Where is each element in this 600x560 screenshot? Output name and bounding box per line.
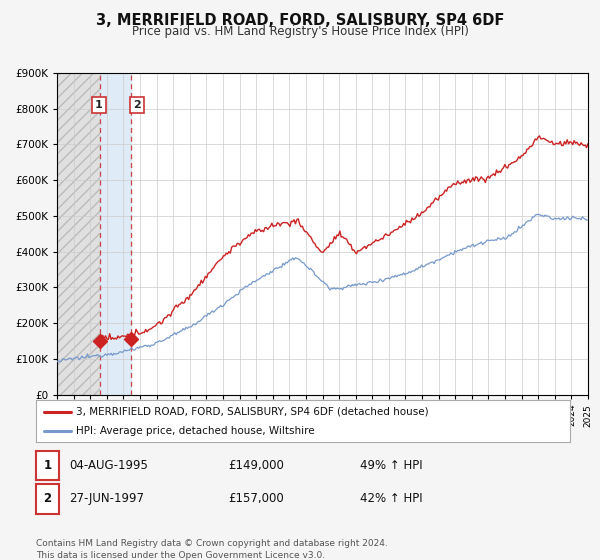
Text: 2: 2 [43,492,52,506]
Text: HPI: Average price, detached house, Wiltshire: HPI: Average price, detached house, Wilt… [76,426,314,436]
Text: 2: 2 [133,100,141,110]
Text: 04-AUG-1995: 04-AUG-1995 [69,459,148,472]
Text: 3, MERRIFIELD ROAD, FORD, SALISBURY, SP4 6DF: 3, MERRIFIELD ROAD, FORD, SALISBURY, SP4… [96,13,504,28]
Text: £149,000: £149,000 [228,459,284,472]
Bar [57,73,100,395]
Text: 42% ↑ HPI: 42% ↑ HPI [360,492,422,506]
Bar [100,73,131,395]
Bar [57,73,100,395]
Text: £157,000: £157,000 [228,492,284,506]
Text: 27-JUN-1997: 27-JUN-1997 [69,492,144,506]
Text: 49% ↑ HPI: 49% ↑ HPI [360,459,422,472]
Text: 1: 1 [43,459,52,472]
Text: 1: 1 [95,100,103,110]
Text: 3, MERRIFIELD ROAD, FORD, SALISBURY, SP4 6DF (detached house): 3, MERRIFIELD ROAD, FORD, SALISBURY, SP4… [76,407,428,417]
Text: Price paid vs. HM Land Registry's House Price Index (HPI): Price paid vs. HM Land Registry's House … [131,25,469,38]
Text: Contains HM Land Registry data © Crown copyright and database right 2024.: Contains HM Land Registry data © Crown c… [36,539,388,548]
Text: This data is licensed under the Open Government Licence v3.0.: This data is licensed under the Open Gov… [36,551,325,560]
